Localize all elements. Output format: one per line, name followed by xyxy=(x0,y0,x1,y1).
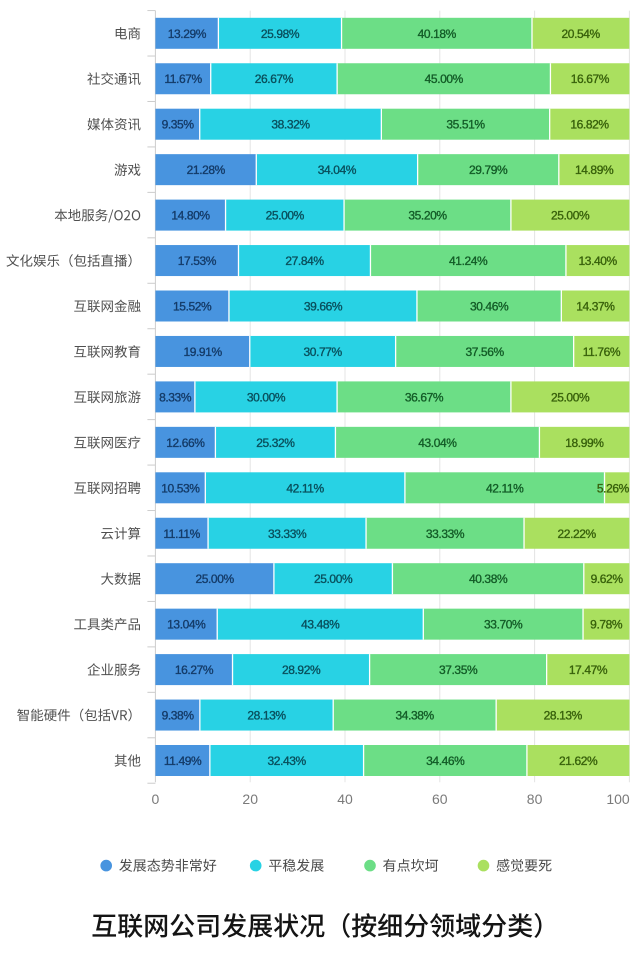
svg-text:33.70%: 33.70% xyxy=(484,618,523,632)
svg-text:40.38%: 40.38% xyxy=(469,572,508,586)
svg-text:39.66%: 39.66% xyxy=(304,300,343,314)
svg-text:25.00%: 25.00% xyxy=(551,209,590,223)
svg-text:30.77%: 30.77% xyxy=(304,345,343,359)
svg-text:28.92%: 28.92% xyxy=(282,663,321,677)
svg-text:25.98%: 25.98% xyxy=(261,27,300,41)
svg-text:16.27%: 16.27% xyxy=(175,663,214,677)
svg-text:100: 100 xyxy=(606,791,630,807)
svg-text:80: 80 xyxy=(527,791,543,807)
svg-text:40.18%: 40.18% xyxy=(418,27,457,41)
svg-text:11.11%: 11.11% xyxy=(163,527,200,541)
svg-text:13.04%: 13.04% xyxy=(167,618,206,632)
svg-text:40: 40 xyxy=(337,791,353,807)
svg-text:19.91%: 19.91% xyxy=(183,345,222,359)
svg-text:16.82%: 16.82% xyxy=(570,118,609,132)
svg-text:11.67%: 11.67% xyxy=(164,72,202,86)
svg-text:43.04%: 43.04% xyxy=(418,436,457,450)
svg-text:10.53%: 10.53% xyxy=(161,481,200,495)
svg-text:33.33%: 33.33% xyxy=(268,527,307,541)
svg-text:9.78%: 9.78% xyxy=(590,618,623,632)
svg-text:21.62%: 21.62% xyxy=(559,754,598,768)
svg-text:9.38%: 9.38% xyxy=(162,709,195,723)
svg-text:20.54%: 20.54% xyxy=(562,27,601,41)
svg-text:18.99%: 18.99% xyxy=(565,436,604,450)
svg-text:41.24%: 41.24% xyxy=(449,254,488,268)
svg-text:37.56%: 37.56% xyxy=(465,345,504,359)
svg-text:32.43%: 32.43% xyxy=(268,754,307,768)
svg-text:21.28%: 21.28% xyxy=(187,163,226,177)
svg-text:60: 60 xyxy=(432,791,448,807)
svg-text:17.53%: 17.53% xyxy=(178,254,217,268)
svg-text:25.00%: 25.00% xyxy=(314,572,353,586)
svg-text:35.51%: 35.51% xyxy=(446,118,485,132)
svg-text:34.38%: 34.38% xyxy=(396,709,435,723)
svg-text:27.84%: 27.84% xyxy=(285,254,324,268)
svg-text:25.32%: 25.32% xyxy=(256,436,295,450)
svg-text:34.04%: 34.04% xyxy=(318,163,357,177)
svg-text:34.46%: 34.46% xyxy=(426,754,465,768)
svg-text:14.89%: 14.89% xyxy=(575,163,614,177)
svg-text:25.00%: 25.00% xyxy=(551,390,590,404)
svg-text:30.00%: 30.00% xyxy=(247,390,286,404)
svg-text:20: 20 xyxy=(242,791,258,807)
svg-text:11.76%: 11.76% xyxy=(583,345,621,359)
svg-text:14.80%: 14.80% xyxy=(171,209,210,223)
svg-text:13.40%: 13.40% xyxy=(579,254,618,268)
svg-text:9.35%: 9.35% xyxy=(162,118,195,132)
svg-text:29.79%: 29.79% xyxy=(469,163,508,177)
svg-text:8.33%: 8.33% xyxy=(159,390,192,404)
svg-text:35.20%: 35.20% xyxy=(408,209,447,223)
svg-text:30.46%: 30.46% xyxy=(470,300,509,314)
svg-text:43.48%: 43.48% xyxy=(301,618,340,632)
svg-text:16.67%: 16.67% xyxy=(571,72,610,86)
svg-text:5.26%: 5.26% xyxy=(597,481,630,495)
svg-text:9.62%: 9.62% xyxy=(591,572,624,586)
svg-text:33.33%: 33.33% xyxy=(426,527,465,541)
svg-text:36.67%: 36.67% xyxy=(405,390,444,404)
svg-text:12.66%: 12.66% xyxy=(166,436,205,450)
svg-text:25.00%: 25.00% xyxy=(195,572,234,586)
svg-text:11.49%: 11.49% xyxy=(164,754,202,768)
svg-text:14.37%: 14.37% xyxy=(576,300,615,314)
svg-text:0: 0 xyxy=(152,791,160,807)
svg-text:28.13%: 28.13% xyxy=(544,709,583,723)
svg-text:15.52%: 15.52% xyxy=(173,300,212,314)
svg-text:28.13%: 28.13% xyxy=(247,709,286,723)
svg-text:45.00%: 45.00% xyxy=(425,72,464,86)
svg-text:42.11%: 42.11% xyxy=(486,481,524,495)
svg-text:25.00%: 25.00% xyxy=(266,209,305,223)
svg-text:37.35%: 37.35% xyxy=(439,663,478,677)
svg-text:42.11%: 42.11% xyxy=(286,481,324,495)
svg-text:26.67%: 26.67% xyxy=(255,72,294,86)
svg-text:13.29%: 13.29% xyxy=(168,27,207,41)
svg-text:22.22%: 22.22% xyxy=(558,527,597,541)
svg-text:38.32%: 38.32% xyxy=(271,118,310,132)
svg-text:17.47%: 17.47% xyxy=(569,663,608,677)
